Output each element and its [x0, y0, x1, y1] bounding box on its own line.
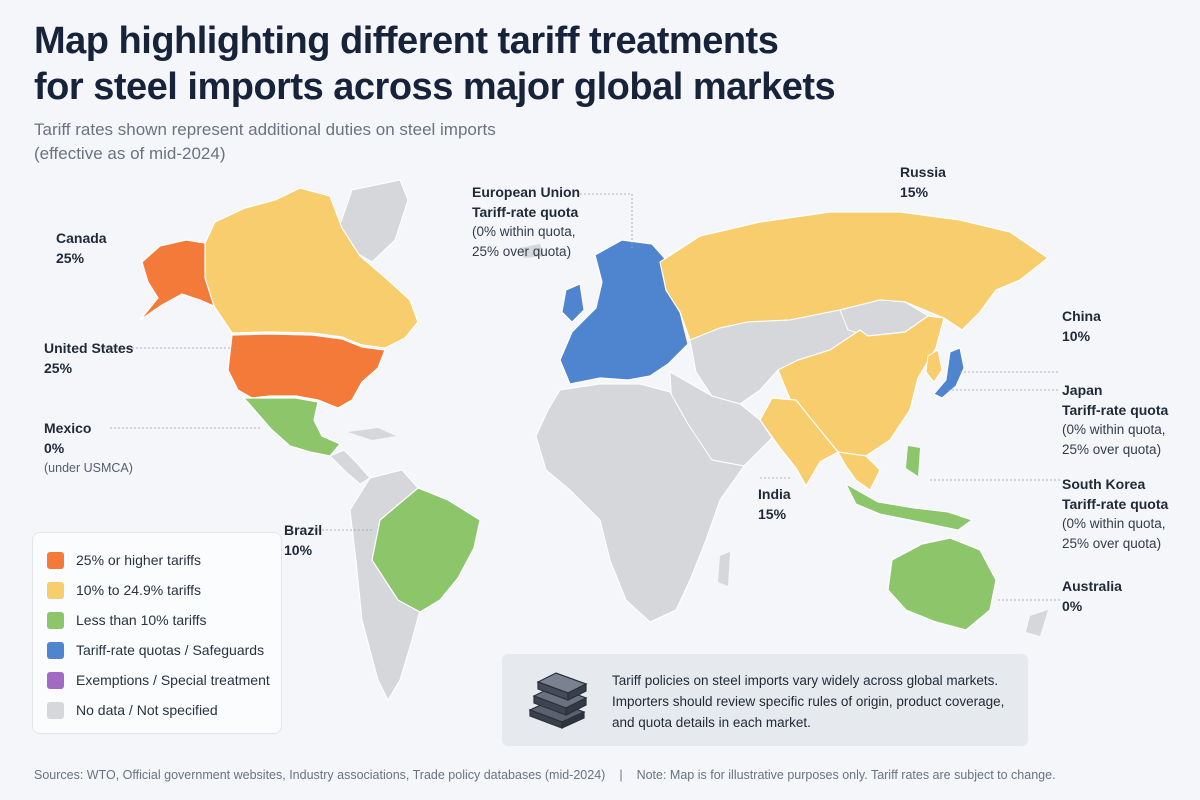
subtitle-line-1: Tariff rates shown represent additional … [34, 120, 496, 139]
label-russia: Russia 15% [900, 162, 946, 202]
legend-label: 10% to 24.9% tariffs [76, 582, 202, 598]
south-korea-detail-2: 25% over quota) [1062, 536, 1162, 551]
label-south-korea: South Korea Tariff-rate quota (0% within… [1062, 474, 1168, 554]
australia-region[interactable] [887, 537, 997, 631]
footer: Sources: WTO, Official government websit… [34, 768, 1056, 782]
india-region[interactable] [759, 397, 839, 488]
indonesia-region [844, 482, 974, 531]
australia-rate: 0% [1062, 598, 1083, 614]
leader-lines [100, 193, 1060, 601]
legend-swatch [47, 581, 64, 599]
legend-label: No data / Not specified [76, 702, 218, 718]
south-korea-detail-1: (0% within quota, [1062, 516, 1166, 531]
philippines-region [906, 446, 920, 476]
label-mexico: Mexico 0% (under USMCA) [44, 418, 133, 478]
canada-rate: 25% [56, 250, 85, 266]
label-canada: Canada 25% [56, 228, 107, 268]
mexico-note: (under USMCA) [44, 461, 133, 475]
korea-region[interactable] [925, 349, 943, 383]
title-line-2: for steel imports across major global ma… [34, 66, 836, 108]
eu-name: European Union [472, 184, 581, 200]
legend-item: No data / Not specified [47, 695, 267, 725]
label-japan: Japan Tariff-rate quota (0% within quota… [1062, 380, 1168, 460]
legend-item: 25% or higher tariffs [47, 545, 267, 575]
legend-label: Tariff-rate quotas / Safeguards [76, 642, 265, 658]
china-rate: 10% [1062, 328, 1091, 344]
brazil-rate: 10% [284, 542, 313, 558]
info-line-1: Tariff policies on steel imports vary wi… [612, 673, 999, 688]
iceland-region [520, 244, 544, 258]
africa-region [535, 383, 745, 623]
map-title: Map highlighting different tariff treatm… [34, 18, 836, 110]
steel-beams-icon [528, 672, 588, 729]
united-states-rate: 25% [44, 360, 73, 376]
label-united-states: United States 25% [44, 338, 133, 378]
legend-item: Tariff-rate quotas / Safeguards [47, 635, 267, 665]
india-rate: 15% [758, 506, 787, 522]
label-china: China 10% [1062, 306, 1101, 346]
legend-item: Less than 10% tariffs [47, 605, 267, 635]
legend-swatch [47, 701, 64, 719]
alaska-region[interactable] [139, 239, 215, 321]
brazil-region[interactable] [371, 487, 481, 613]
mexico-name: Mexico [44, 420, 92, 436]
central-america-region [329, 449, 371, 485]
legend-label: Less than 10% tariffs [76, 612, 207, 628]
uk-region [561, 283, 585, 323]
russia-rate: 15% [900, 184, 929, 200]
legend-label: Exemptions / Special treatment [76, 672, 270, 688]
eu-region[interactable] [559, 239, 689, 385]
info-text: Tariff policies on steel imports vary wi… [612, 670, 1004, 733]
madagascar-region [718, 552, 730, 586]
australia-name: Australia [1062, 578, 1122, 594]
mexico-rate: 0% [44, 440, 65, 456]
footer-separator: | [619, 768, 623, 782]
eu-detail-2: 25% over quota) [472, 244, 572, 259]
eu-rate: Tariff-rate quota [472, 204, 579, 220]
canada-name: Canada [56, 230, 107, 246]
japan-rate: Tariff-rate quota [1062, 402, 1169, 418]
brazil-name: Brazil [284, 522, 323, 538]
legend-item: Exemptions / Special treatment [47, 665, 270, 695]
india-name: India [758, 486, 791, 502]
japan-detail-1: (0% within quota, [1062, 422, 1166, 437]
title-line-1: Map highlighting different tariff treatm… [34, 20, 779, 62]
japan-name: Japan [1062, 382, 1103, 398]
subtitle-line-2: (effective as of mid-2024) [34, 144, 226, 163]
canada-region[interactable] [204, 187, 419, 349]
japan-detail-2: 25% over quota) [1062, 442, 1162, 457]
united-states-region[interactable] [227, 333, 386, 409]
new-zealand-region [1026, 610, 1048, 636]
southeast-asia-region [837, 451, 881, 491]
label-eu: European Union Tariff-rate quota (0% wit… [472, 182, 580, 262]
footer-sources: Sources: WTO, Official government websit… [34, 768, 606, 782]
legend-label: 25% or higher tariffs [76, 552, 202, 568]
legend-swatch [47, 551, 64, 569]
south-korea-rate: Tariff-rate quota [1062, 496, 1169, 512]
eu-detail-1: (0% within quota, [472, 224, 576, 239]
info-line-3: and quota details in each market. [612, 715, 811, 730]
legend-item: 10% to 24.9% tariffs [47, 575, 267, 605]
label-australia: Australia 0% [1062, 576, 1122, 616]
label-brazil: Brazil 10% [284, 520, 322, 560]
china-name: China [1062, 308, 1101, 324]
info-box: Tariff policies on steel imports vary wi… [502, 654, 1028, 746]
footer-note: Note: Map is for illustrative purposes o… [636, 768, 1056, 782]
legend-swatch [47, 641, 64, 659]
legend-swatch [47, 671, 64, 689]
label-india: India 15% [758, 484, 791, 524]
legend-swatch [47, 611, 64, 629]
japan-region[interactable] [933, 347, 965, 399]
united-states-name: United States [44, 340, 134, 356]
russia-name: Russia [900, 164, 946, 180]
mexico-region[interactable] [242, 397, 341, 457]
map-legend: 25% or higher tariffs 10% to 24.9% tarif… [32, 532, 282, 734]
info-line-2: Importers should review specific rules o… [612, 694, 1005, 709]
map-subtitle: Tariff rates shown represent additional … [34, 118, 496, 166]
south-korea-name: South Korea [1062, 476, 1146, 492]
caribbean-region [348, 428, 396, 440]
